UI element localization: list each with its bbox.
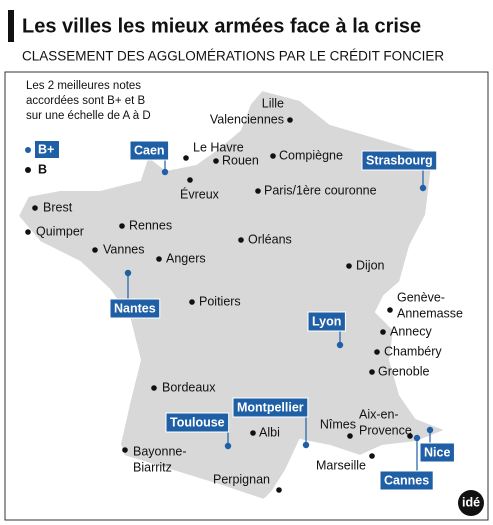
city-box	[129, 140, 170, 161]
city-label-highlight: Lyon	[312, 314, 341, 328]
title-bar	[8, 10, 14, 42]
legend-dot-b	[25, 167, 31, 173]
city-label-highlight: Nice	[424, 445, 450, 459]
city-box	[109, 298, 161, 319]
city-dot	[92, 247, 98, 253]
city-label: Annemasse	[397, 306, 463, 320]
legend-label: B+	[38, 142, 54, 156]
subtitle: CLASSEMENT DES AGGLOMÉRATIONS PAR LE CRÉ…	[22, 49, 444, 64]
logo-circle	[458, 490, 484, 516]
france-outline	[16, 88, 449, 502]
city-label: Poitiers	[199, 294, 241, 308]
note-line: accordées sont B+ et B	[26, 95, 146, 107]
city-label-highlight: Nantes	[114, 301, 156, 315]
city-dot	[183, 155, 189, 161]
city-dot	[270, 153, 276, 159]
city-box	[379, 470, 434, 491]
legend-label: B	[38, 162, 47, 176]
city-label: Annecy	[390, 324, 432, 338]
city-dot	[387, 307, 393, 313]
city-label-highlight: Strasbourg	[366, 153, 433, 167]
city-label: Genève-	[397, 290, 445, 304]
city-box	[165, 412, 230, 433]
city-label: Paris/1ère couronne	[264, 183, 377, 197]
city-label: Rennes	[129, 218, 172, 232]
city-label: Aix-en-	[359, 407, 399, 421]
city-box	[232, 397, 309, 418]
city-dot-highlight	[302, 441, 310, 449]
frame	[4, 71, 489, 521]
city-dot	[189, 299, 195, 305]
city-dot	[122, 447, 128, 453]
city-label-highlight: Caen	[134, 143, 165, 157]
city-dot	[369, 453, 375, 459]
city-label: Bayonne-	[133, 444, 187, 458]
city-dot	[407, 433, 413, 439]
note-line: sur une échelle de A à D	[26, 110, 151, 122]
city-dot-highlight	[413, 434, 421, 442]
city-label: Le Havre	[193, 140, 244, 154]
city-dot	[287, 117, 293, 123]
city-box	[307, 311, 346, 332]
city-dot	[346, 263, 352, 269]
city-dot	[250, 430, 256, 436]
city-label-highlight: Toulouse	[170, 415, 225, 429]
legend-dot-bplus	[25, 147, 31, 153]
city-label: Brest	[43, 200, 73, 214]
city-label: Perpignan	[213, 472, 270, 486]
city-dot-highlight	[224, 442, 232, 450]
city-dot	[119, 223, 125, 229]
city-label: Chambéry	[384, 344, 442, 358]
city-dot	[380, 329, 386, 335]
city-label: Lille	[262, 96, 284, 110]
city-dot	[151, 385, 157, 391]
city-label: Évreux	[180, 186, 220, 201]
city-dot	[255, 188, 261, 194]
city-label: Grenoble	[378, 364, 429, 378]
city-dot	[156, 256, 162, 262]
city-dot	[374, 349, 380, 355]
city-label: Nîmes	[320, 417, 356, 431]
city-label: Compiègne	[279, 148, 343, 162]
city-dot	[238, 237, 244, 243]
logo: idé	[462, 495, 480, 509]
city-dot-highlight	[419, 184, 427, 192]
city-label-highlight: Cannes	[384, 473, 429, 487]
city-label: Quimper	[36, 224, 84, 238]
city-dot	[32, 205, 38, 211]
city-dot	[347, 433, 353, 439]
city-label: Angers	[166, 251, 206, 265]
note: Les 2 meilleures notes accordées sont B+…	[26, 80, 151, 122]
city-dot	[369, 369, 375, 375]
city-label: Valenciennes	[210, 112, 284, 126]
city-dot	[213, 158, 219, 164]
note-line: Les 2 meilleures notes	[26, 80, 141, 92]
city-box	[419, 442, 455, 463]
city-label: Marseille	[316, 458, 366, 472]
city-dot	[187, 177, 193, 183]
title: Les villes les mieux armées face à la cr…	[22, 15, 421, 37]
city-label: Biarritz	[133, 460, 172, 474]
city-label: Albi	[259, 425, 280, 439]
city-label: Orléans	[248, 232, 292, 246]
city-dot	[276, 487, 282, 493]
city-label: Rouen	[222, 153, 259, 167]
city-dot-highlight	[161, 168, 169, 176]
legend-box	[35, 141, 59, 158]
city-label: Vannes	[103, 242, 144, 256]
city-dot-highlight	[426, 426, 434, 434]
city-label: Bordeaux	[162, 380, 216, 394]
city-dot-highlight	[124, 269, 132, 277]
city-label: Dijon	[356, 258, 385, 272]
city-dot	[25, 229, 31, 235]
city-label-highlight: Montpellier	[237, 400, 304, 414]
city-box	[361, 150, 438, 171]
city-dot-highlight	[336, 341, 344, 349]
city-label: Provence	[359, 423, 412, 437]
